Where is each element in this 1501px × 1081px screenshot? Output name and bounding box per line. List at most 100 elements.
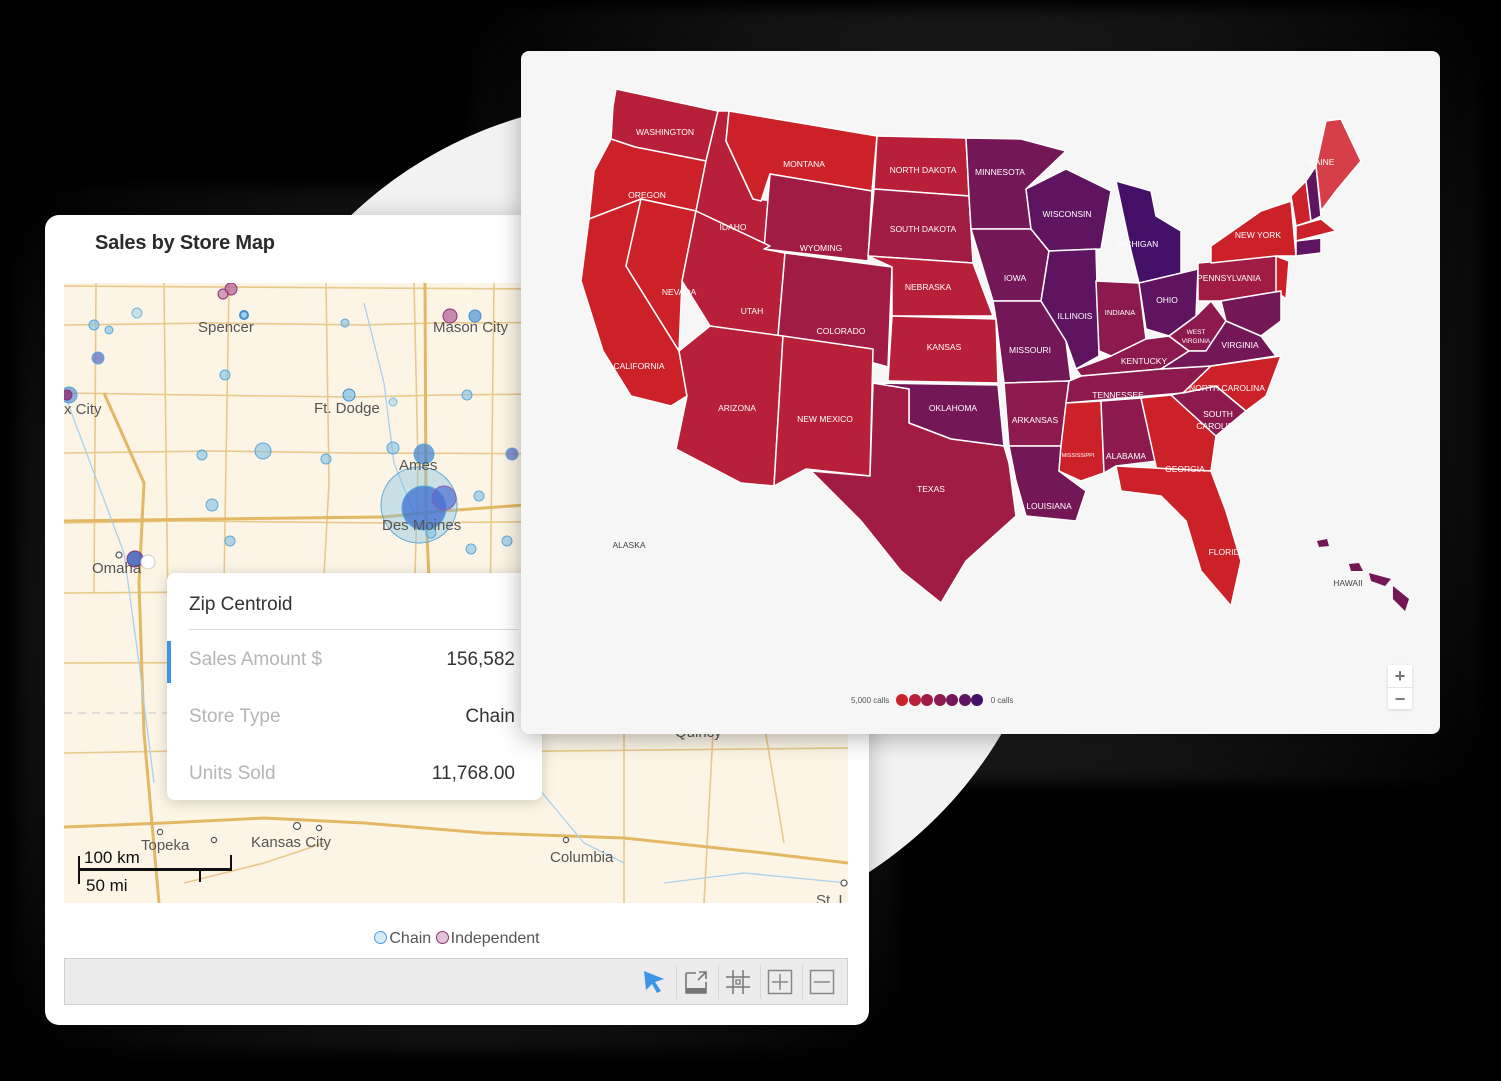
reset-view-button[interactable] bbox=[721, 965, 755, 999]
legend-low-label: 0 calls bbox=[990, 695, 1014, 705]
svg-text:ILLINOIS: ILLINOIS bbox=[1058, 311, 1093, 321]
svg-text:UTAH: UTAH bbox=[741, 306, 764, 316]
svg-text:MINNESOTA: MINNESOTA bbox=[975, 167, 1025, 177]
legend-high-label: 5,000 calls bbox=[851, 695, 890, 705]
city-label: Omaha bbox=[92, 560, 142, 577]
state-texas bbox=[810, 382, 1017, 604]
city-label: Ft. Dodge bbox=[314, 400, 380, 417]
state-colorado bbox=[777, 252, 893, 368]
city-label: Columbia bbox=[550, 849, 614, 866]
svg-text:GEORGIA: GEORGIA bbox=[1165, 464, 1205, 474]
state-new-mexico bbox=[773, 335, 874, 487]
svg-text:OKLAHOMA: OKLAHOMA bbox=[929, 403, 978, 413]
svg-text:ALABAMA: ALABAMA bbox=[1106, 451, 1146, 461]
legend-swatch bbox=[896, 694, 909, 706]
svg-text:ALASKA: ALASKA bbox=[612, 540, 645, 550]
state-wisconsin bbox=[1025, 168, 1112, 252]
state-labels: WASHINGTON OREGON CALIFORNIA NEVADA IDAH… bbox=[612, 127, 1362, 588]
state-nebraska bbox=[867, 255, 994, 317]
tooltip-row-units: Units Sold 11,768.00 bbox=[189, 763, 515, 784]
legend-swatch bbox=[908, 694, 921, 706]
state-florida bbox=[1115, 465, 1242, 607]
state-kansas bbox=[887, 315, 999, 384]
independent-dot-icon bbox=[435, 931, 449, 944]
svg-text:WASHINGTON: WASHINGTON bbox=[636, 127, 694, 137]
svg-text:KENTUCKY: KENTUCKY bbox=[1121, 356, 1168, 366]
svg-text:LOUISIANA: LOUISIANA bbox=[1026, 501, 1072, 511]
svg-text:OREGON: OREGON bbox=[628, 190, 666, 200]
tooltip-row-sales: Sales Amount $ 156,582 bbox=[189, 649, 515, 670]
svg-text:HAWAII: HAWAII bbox=[1333, 578, 1363, 588]
state-connecticut bbox=[1295, 237, 1322, 257]
legend-swatch bbox=[921, 694, 934, 706]
state-arkansas bbox=[1003, 380, 1070, 447]
svg-text:NEW MEXICO: NEW MEXICO bbox=[797, 414, 853, 424]
legend-item-independent[interactable]: Independent bbox=[435, 930, 540, 947]
state-hawaii bbox=[1317, 539, 1409, 611]
tooltip-divider bbox=[189, 629, 519, 630]
state-maine bbox=[1315, 118, 1362, 212]
state-wyoming bbox=[763, 173, 873, 262]
svg-text:WEST: WEST bbox=[1187, 329, 1206, 336]
legend-item-chain[interactable]: Chain bbox=[374, 930, 435, 947]
city-label: x City bbox=[64, 401, 102, 418]
svg-text:MAINE: MAINE bbox=[1308, 157, 1335, 167]
svg-text:NORTH DAKOTA: NORTH DAKOTA bbox=[890, 165, 957, 175]
crosshair-frame-icon bbox=[726, 970, 750, 994]
svg-text:COLORADO: COLORADO bbox=[817, 326, 866, 336]
svg-text:OHIO: OHIO bbox=[1156, 295, 1178, 305]
svg-text:FLORIDA: FLORIDA bbox=[1209, 547, 1246, 557]
svg-text:MISSISSIPPI: MISSISSIPPI bbox=[1062, 453, 1095, 459]
legend-swatch bbox=[971, 694, 984, 706]
svg-text:SOUTH DAKOTA: SOUTH DAKOTA bbox=[890, 224, 957, 234]
svg-text:IDAHO: IDAHO bbox=[720, 222, 747, 232]
select-tool-button[interactable] bbox=[637, 965, 671, 999]
independent-store-markers bbox=[64, 283, 458, 401]
svg-text:ARKANSAS: ARKANSAS bbox=[1012, 415, 1059, 425]
chain-dot-icon bbox=[374, 931, 388, 944]
map-scale-bar: 100 km 50 mi bbox=[78, 848, 238, 898]
map-toolbar bbox=[64, 958, 848, 1005]
state-nevada bbox=[625, 198, 697, 352]
zoom-out-button[interactable] bbox=[805, 965, 839, 999]
state-new-jersey bbox=[1275, 255, 1290, 300]
svg-text:NEBRASKA: NEBRASKA bbox=[905, 282, 952, 292]
legend-swatch bbox=[946, 694, 959, 706]
map-zoom-control: + − bbox=[1388, 665, 1412, 709]
state-massachusetts bbox=[1295, 218, 1337, 242]
state-maryland bbox=[1220, 290, 1282, 337]
city-label: Mason City bbox=[433, 319, 509, 336]
svg-text:TEXAS: TEXAS bbox=[917, 484, 945, 494]
svg-text:NORTH CAROLINA: NORTH CAROLINA bbox=[1189, 383, 1265, 393]
svg-text:KANSAS: KANSAS bbox=[927, 342, 962, 352]
us-states-map[interactable]: WASHINGTON OREGON CALIFORNIA NEVADA IDAH… bbox=[521, 51, 1440, 734]
export-button[interactable] bbox=[679, 965, 713, 999]
svg-text:MISSOURI: MISSOURI bbox=[1009, 345, 1051, 355]
svg-text:MICHIGAN: MICHIGAN bbox=[1116, 239, 1159, 249]
tooltip-row-store-type: Store Type Chain bbox=[189, 706, 515, 727]
svg-text:NEVADA: NEVADA bbox=[662, 287, 697, 297]
export-icon bbox=[685, 971, 707, 994]
city-label: Kansas City bbox=[251, 834, 332, 851]
svg-text:SOUTH: SOUTH bbox=[1203, 409, 1233, 419]
svg-text:CAROLINA: CAROLINA bbox=[1196, 421, 1240, 431]
zoom-in-button[interactable] bbox=[763, 965, 797, 999]
city-label: Des Moines bbox=[382, 517, 462, 534]
svg-text:MONTANA: MONTANA bbox=[783, 159, 825, 169]
zoom-out-button[interactable]: − bbox=[1394, 688, 1406, 709]
state-alabama bbox=[1100, 397, 1158, 474]
zip-centroid-tooltip: Zip Centroid Sales Amount $ 156,582 Stor… bbox=[167, 573, 542, 800]
svg-text:VIRGINIA: VIRGINIA bbox=[1182, 338, 1211, 345]
zoom-in-button[interactable]: + bbox=[1394, 665, 1406, 686]
svg-text:NEW YORK: NEW YORK bbox=[1235, 230, 1281, 240]
pointer-arrow-icon bbox=[644, 971, 664, 993]
state-mississippi bbox=[1058, 400, 1105, 482]
scale-km: 100 km bbox=[84, 848, 140, 867]
svg-text:WISCONSIN: WISCONSIN bbox=[1042, 209, 1091, 219]
city-label: St. L bbox=[816, 892, 847, 903]
svg-text:INDIANA: INDIANA bbox=[1105, 308, 1135, 317]
state-georgia bbox=[1140, 394, 1217, 472]
svg-text:PENNSYLVANIA: PENNSYLVANIA bbox=[1197, 273, 1261, 283]
legend-swatch bbox=[958, 694, 971, 706]
us-choropleth-card: WASHINGTON OREGON CALIFORNIA NEVADA IDAH… bbox=[521, 51, 1440, 734]
